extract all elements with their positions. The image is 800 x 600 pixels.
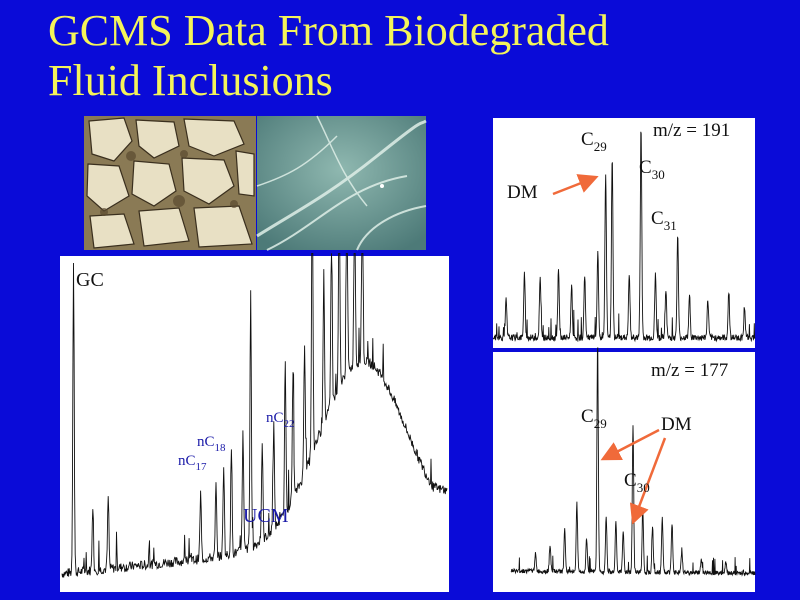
mass-chromatogram-panel: m/z = 191 DM C29 C30 C31 m/z = 177 C29 D… — [492, 118, 756, 592]
ms177-annotation-c30: C30 — [624, 470, 650, 495]
slide-title: GCMS Data From Biodegraded Fluid Inclusi… — [48, 6, 609, 106]
thin-section-photo — [84, 116, 256, 250]
ms191-trace-line — [492, 131, 756, 343]
fluid-inclusion-photo — [256, 115, 427, 251]
ms177-annotation-c29: C29 — [581, 406, 607, 431]
ms177-dm-arrow-2 — [629, 437, 667, 525]
gc-chromatogram-panel: GC nC17 nC18 nC22 UCM — [60, 252, 449, 592]
ms177-trace-line — [510, 347, 756, 577]
mass-chromatograms: m/z = 191 DM C29 C30 C31 m/z = 177 C29 D… — [492, 120, 756, 577]
gc-annotation-nc18: nC18 — [197, 434, 226, 454]
ms177-dm-arrow-1 — [600, 428, 660, 461]
slide-title-line1: GCMS Data From Biodegraded — [48, 6, 609, 55]
ms177-annotation-dm: DM — [661, 414, 692, 435]
slide-title-line2: Fluid Inclusions — [48, 56, 333, 105]
ms191-label: m/z = 191 — [653, 120, 730, 141]
gc-chromatogram: GC nC17 nC18 nC22 UCM — [61, 252, 448, 578]
gc-trace-line — [61, 252, 448, 578]
gc-annotation-nc22: nC22 — [266, 410, 295, 430]
ms177-label: m/z = 177 — [651, 360, 728, 381]
ms191-dm-arrow — [552, 174, 599, 196]
ms191-annotation-c31: C31 — [651, 208, 677, 233]
gc-label: GC — [76, 269, 104, 291]
gc-annotation-nc17: nC17 — [178, 453, 207, 473]
ms191-annotation-dm: DM — [507, 182, 538, 203]
ms191-annotation-c30: C30 — [639, 157, 665, 182]
ms191-annotation-c29: C29 — [581, 129, 607, 154]
gc-annotation-ucm: UCM — [243, 505, 289, 527]
